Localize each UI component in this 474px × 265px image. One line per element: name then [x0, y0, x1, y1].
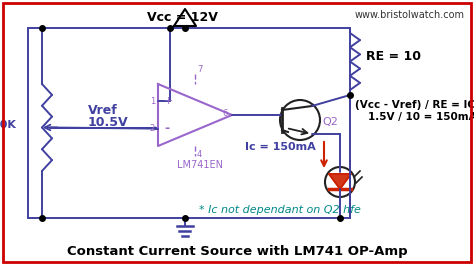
Text: Vcc = 12V: Vcc = 12V	[147, 11, 218, 24]
Text: 10.5V: 10.5V	[88, 117, 128, 130]
Text: (Vcc - Vref) / RE = IC: (Vcc - Vref) / RE = IC	[355, 100, 474, 110]
Text: LM741EN: LM741EN	[177, 160, 223, 170]
Text: 20K: 20K	[0, 121, 16, 130]
Text: * Ic not dependant on Q2 hfe: * Ic not dependant on Q2 hfe	[199, 205, 361, 215]
Text: 4: 4	[197, 150, 202, 159]
Text: 7: 7	[197, 65, 202, 74]
Text: -: -	[164, 122, 169, 135]
Text: 2: 2	[150, 124, 155, 133]
Text: Ic = 150mA: Ic = 150mA	[245, 142, 315, 152]
Text: Q2: Q2	[322, 117, 338, 127]
Text: +: +	[164, 96, 173, 106]
Polygon shape	[174, 9, 196, 26]
Text: Vref: Vref	[88, 104, 118, 117]
Text: 6: 6	[223, 108, 228, 117]
Text: www.bristolwatch.com: www.bristolwatch.com	[355, 10, 465, 20]
Text: Constant Current Source with LM741 OP-Amp: Constant Current Source with LM741 OP-Am…	[67, 245, 407, 258]
Text: 1.5V / 10 = 150mA: 1.5V / 10 = 150mA	[368, 112, 474, 122]
Text: RE = 10: RE = 10	[366, 50, 421, 63]
Polygon shape	[329, 174, 351, 189]
Text: 1: 1	[150, 97, 155, 106]
